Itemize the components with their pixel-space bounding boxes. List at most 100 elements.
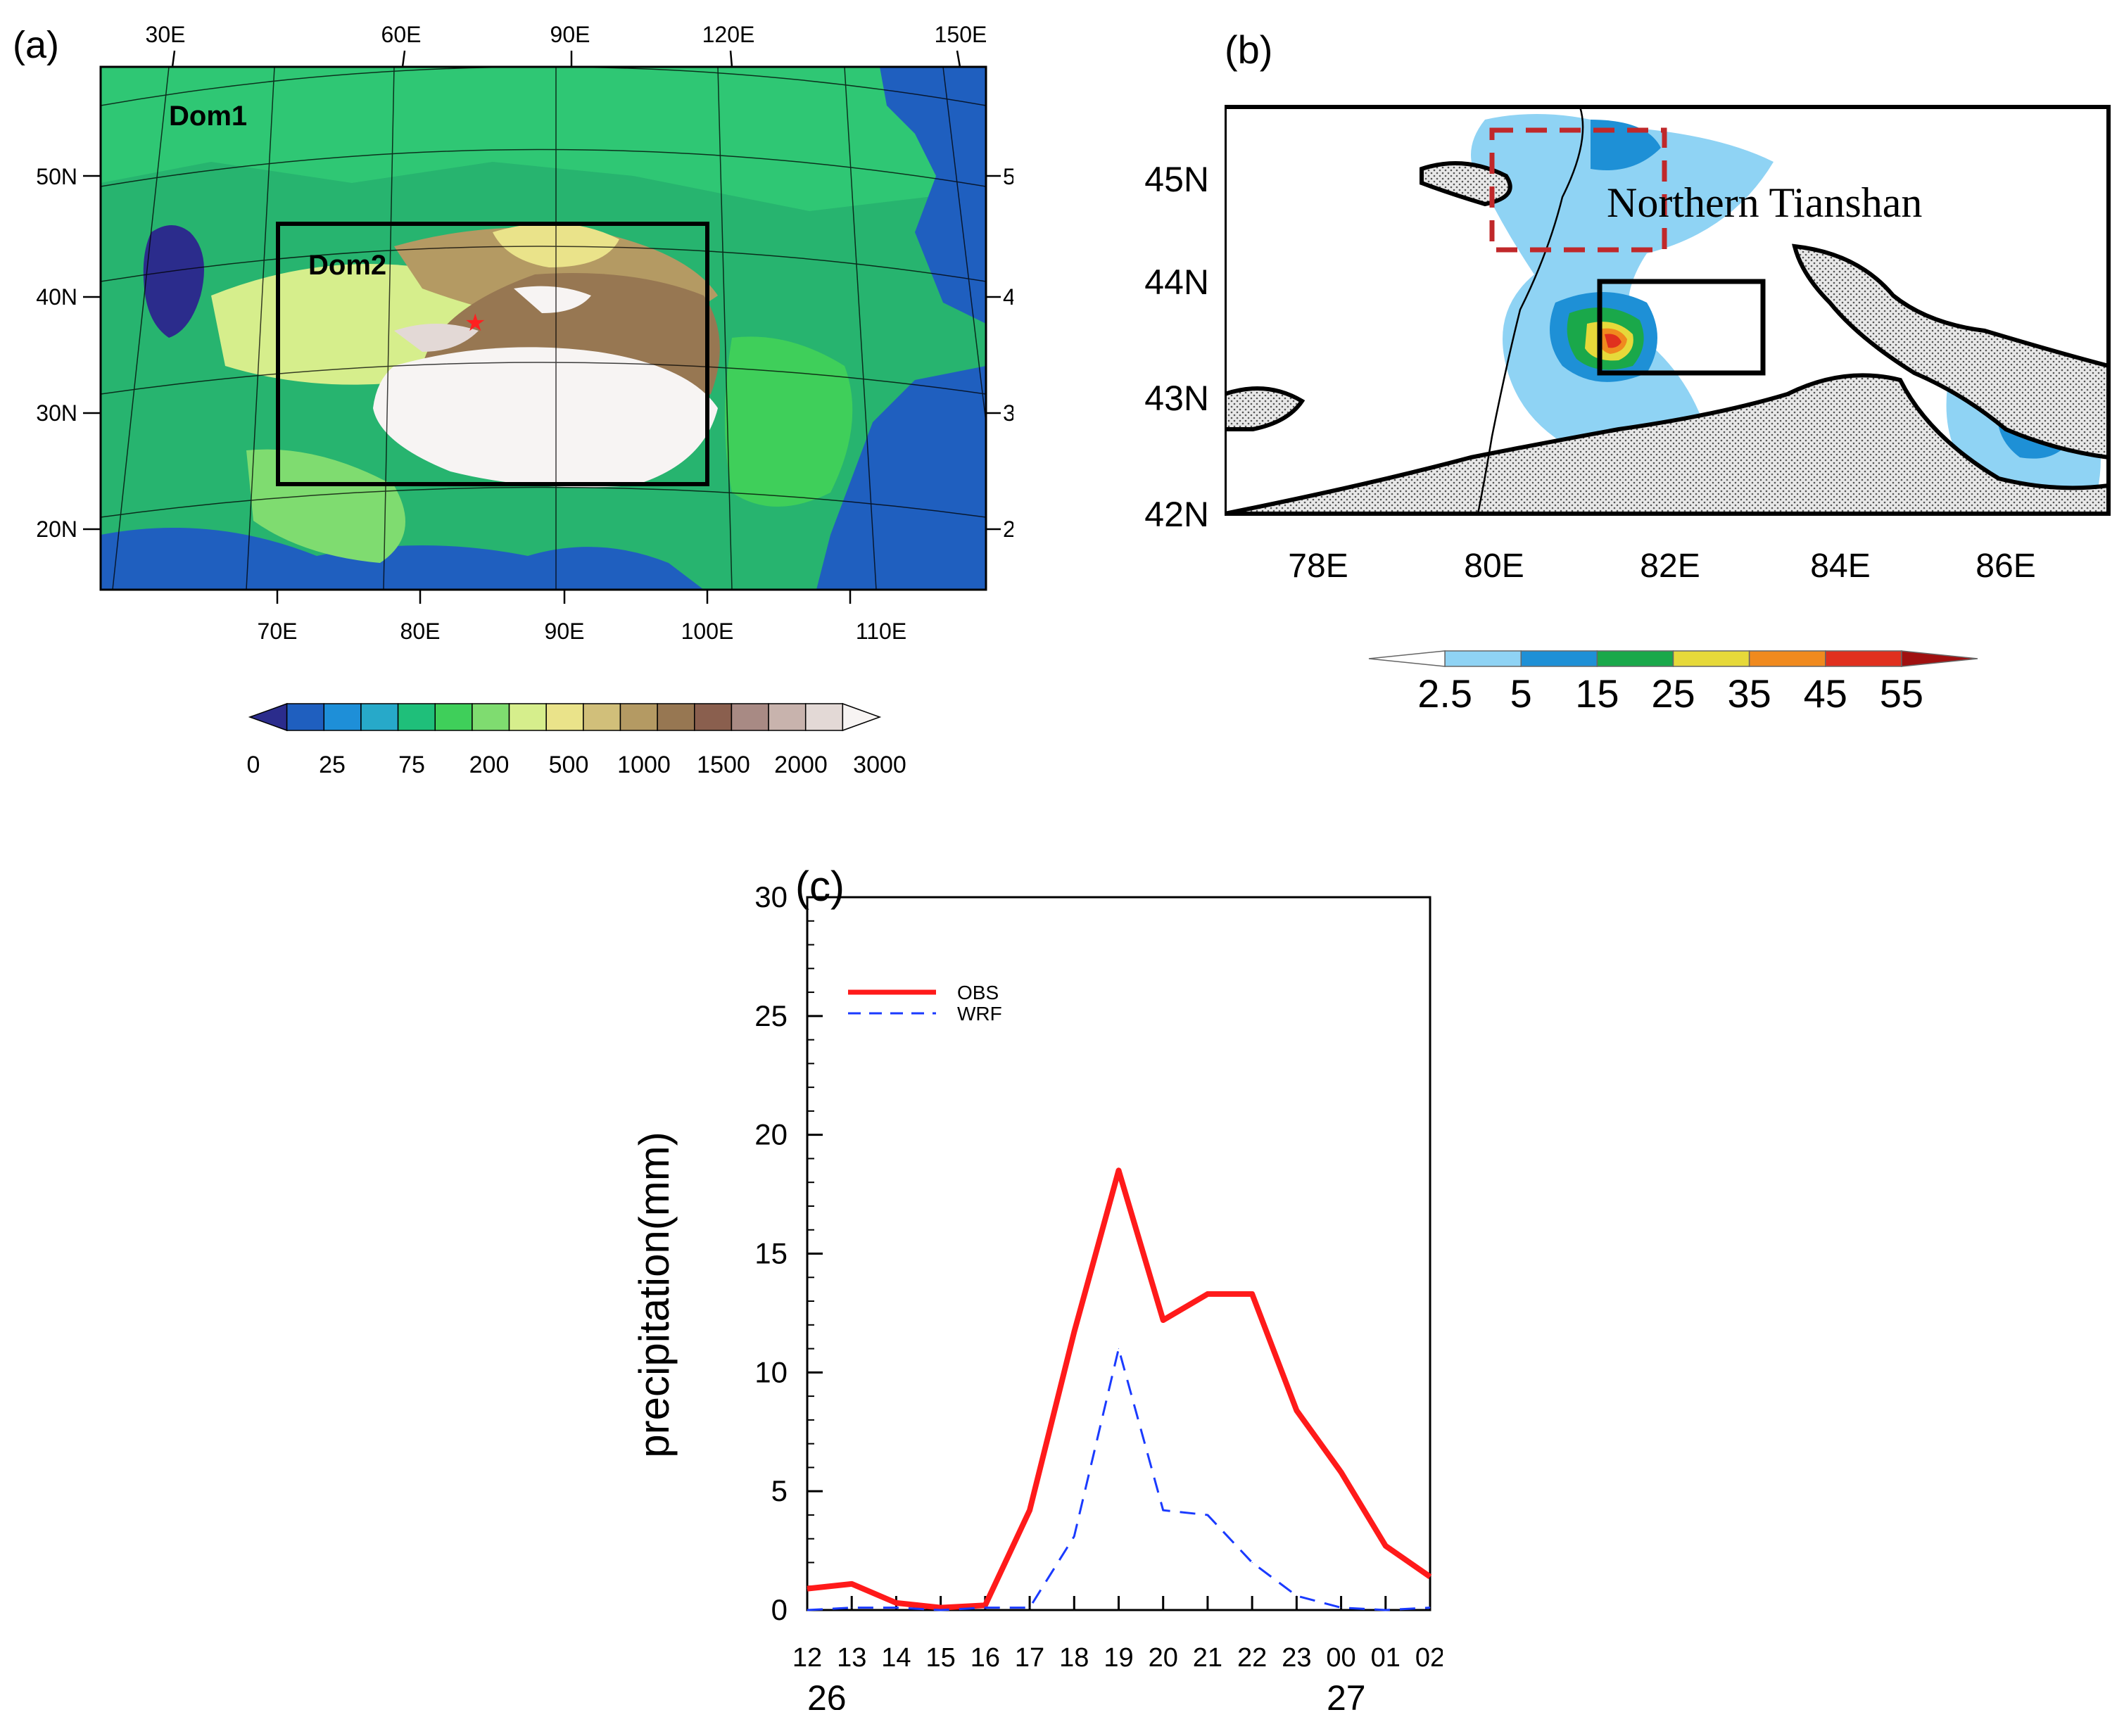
date-label-26: 26 bbox=[807, 1678, 847, 1710]
lat-tick: 43N bbox=[1144, 379, 1209, 418]
panel-b-lat-axis: 45N 44N 43N 42N bbox=[1144, 160, 1209, 534]
x-tick-label: 01 bbox=[1371, 1643, 1401, 1673]
panel-c-label: (c) bbox=[795, 863, 845, 910]
lat-tick: 45N bbox=[1144, 160, 1209, 199]
data-point-wrf bbox=[1073, 1535, 1075, 1537]
colorbar-swatch bbox=[619, 703, 658, 731]
colorbar-swatch bbox=[842, 702, 882, 732]
data-point-wrf bbox=[1296, 1595, 1297, 1597]
panel-b: (b) Northern Tianshan 45N 44N 43N 42N 78… bbox=[1225, 27, 2111, 716]
series-line-obs bbox=[807, 1167, 1432, 1611]
lon-tick: 78E bbox=[1288, 547, 1348, 585]
colorbar-swatch bbox=[472, 703, 510, 731]
colorbar-swatch bbox=[286, 703, 325, 731]
top-tick: 90E bbox=[550, 22, 590, 47]
colorbar-swatch bbox=[1368, 650, 1446, 667]
lon-tick: 82E bbox=[1640, 547, 1700, 585]
data-point-obs bbox=[940, 1607, 942, 1609]
colorbar-swatch bbox=[1444, 650, 1522, 667]
data-point-wrf bbox=[1385, 1609, 1386, 1611]
dom1-label: Dom1 bbox=[169, 101, 247, 132]
colorbar-label: 1000 bbox=[617, 752, 671, 778]
colorbar-swatch bbox=[657, 703, 695, 731]
left-tick: 40N bbox=[36, 284, 77, 310]
x-tick-label: 12 bbox=[792, 1643, 822, 1673]
x-tick-label: 18 bbox=[1059, 1643, 1089, 1673]
bottom-tick: 80E bbox=[400, 619, 441, 644]
x-tick-label: 20 bbox=[1149, 1643, 1178, 1673]
data-point-wrf bbox=[1207, 1514, 1208, 1516]
colorbar-swatch bbox=[323, 703, 362, 731]
colorbar-label: 25 bbox=[319, 752, 346, 778]
colorbar-label: 3000 bbox=[853, 752, 906, 778]
colorbar-label: 35 bbox=[1727, 671, 1771, 716]
bottom-tick: 100E bbox=[681, 619, 734, 644]
data-point-obs bbox=[1385, 1545, 1386, 1547]
colorbar-swatch bbox=[731, 703, 769, 731]
top-tick: 150E bbox=[935, 22, 987, 47]
x-tick-label: 13 bbox=[837, 1643, 866, 1673]
y-tick-label: 15 bbox=[754, 1237, 788, 1270]
colorbar-swatch bbox=[360, 703, 399, 731]
colorbar-swatch bbox=[1672, 650, 1750, 667]
data-point-obs bbox=[1118, 1170, 1119, 1171]
colorbar-swatch bbox=[1520, 650, 1598, 667]
colorbar-label: 2000 bbox=[774, 752, 828, 778]
legend-obs: OBS bbox=[957, 982, 999, 1003]
right-tick: 20N bbox=[1003, 517, 1013, 542]
data-point-wrf bbox=[1118, 1348, 1119, 1350]
colorbar-swatch bbox=[768, 703, 807, 731]
colorbar-label: 75 bbox=[398, 752, 425, 778]
y-tick-label: 30 bbox=[754, 880, 788, 913]
date-label-27: 27 bbox=[1327, 1678, 1366, 1710]
x-tick-label: 16 bbox=[971, 1643, 1000, 1673]
colorbar-swatch bbox=[434, 703, 473, 731]
x-tick-label: 15 bbox=[926, 1643, 956, 1673]
lon-tick: 84E bbox=[1810, 547, 1870, 585]
right-tick: 50N bbox=[1003, 164, 1013, 189]
colorbar-swatch bbox=[397, 703, 436, 731]
colorbar-label: 55 bbox=[1880, 671, 1923, 716]
x-tick-label: 22 bbox=[1237, 1643, 1267, 1673]
right-tick: 30N bbox=[1003, 400, 1013, 426]
y-tick-label: 0 bbox=[771, 1593, 788, 1626]
data-point-wrf bbox=[940, 1609, 942, 1611]
x-tick-label: 02 bbox=[1415, 1643, 1443, 1673]
colorbar-swatch bbox=[545, 703, 584, 731]
x-tick-label: 14 bbox=[881, 1643, 911, 1673]
y-tick-label: 20 bbox=[754, 1118, 788, 1151]
left-tick: 50N bbox=[36, 164, 77, 189]
y-tick-label: 10 bbox=[754, 1355, 788, 1388]
data-point-obs bbox=[1207, 1293, 1208, 1295]
elevation-colorbar: 0 25 75 200 500 1000 1500 2000 3000 bbox=[247, 702, 906, 778]
legend: OBS WRF bbox=[848, 982, 1002, 1025]
colorbar-label: 5 bbox=[1510, 671, 1532, 716]
plot-frame bbox=[806, 896, 1431, 1611]
colorbar-swatch bbox=[508, 703, 547, 731]
elevation-map: ★ bbox=[101, 67, 986, 590]
data-point-obs bbox=[1251, 1293, 1253, 1295]
svg-text:★: ★ bbox=[464, 310, 486, 336]
legend-wrf: WRF bbox=[957, 1003, 1002, 1025]
data-point-wrf bbox=[807, 1609, 808, 1611]
y-axis-label: precipitation(mm) bbox=[631, 1132, 678, 1457]
left-tick: 30N bbox=[36, 400, 77, 426]
colorbar-label: 2.5 bbox=[1417, 671, 1472, 716]
lat-tick: 44N bbox=[1144, 262, 1209, 302]
colorbar-swatch bbox=[1748, 650, 1826, 667]
top-tick: 30E bbox=[146, 22, 186, 47]
data-point-obs bbox=[895, 1602, 897, 1604]
colorbar-swatch bbox=[248, 702, 288, 732]
data-point-obs bbox=[1073, 1331, 1075, 1333]
colorbar-swatch bbox=[694, 703, 733, 731]
colorbar-label: 1500 bbox=[697, 752, 750, 778]
data-point-wrf bbox=[1429, 1607, 1431, 1609]
northern-tianshan-label: Northern Tianshan bbox=[1607, 179, 1922, 226]
colorbar-label: 15 bbox=[1575, 671, 1619, 716]
top-tick: 120E bbox=[702, 22, 755, 47]
colorbar-swatch bbox=[1825, 650, 1902, 667]
colorbar-swatch bbox=[1901, 650, 1978, 667]
data-point-wrf bbox=[895, 1607, 897, 1609]
x-tick-label: 00 bbox=[1326, 1643, 1355, 1673]
lat-tick: 42N bbox=[1144, 495, 1209, 534]
